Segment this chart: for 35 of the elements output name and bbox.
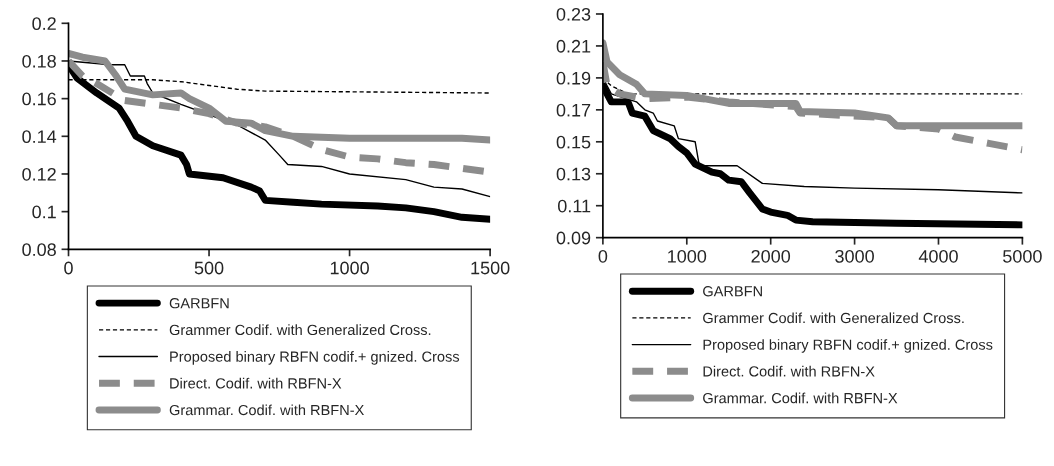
x-tick-label: 0 [598, 249, 608, 263]
x-tick-label: 500 [194, 261, 224, 275]
x-tick-label: 0 [64, 261, 73, 275]
legend-label: Grammar. Codif. with RBFN-X [169, 404, 365, 416]
x-tick-label: 2000 [751, 249, 791, 263]
y-tick-label: 0.19 [556, 71, 591, 85]
legend-label: Direct. Codif. with RBFN-X [703, 365, 875, 377]
y-tick-label: 0.15 [556, 135, 591, 149]
y-tick-label: 0.14 [22, 130, 57, 144]
y-tick-label: 0.2 [32, 17, 56, 31]
y-tick-label: 0.17 [556, 103, 591, 117]
legend-label: GARBFN [703, 286, 762, 297]
y-tick-label: 0.23 [556, 7, 591, 21]
legend-label: Proposed binary RBFN codif.+ gnized. Cross [703, 339, 993, 353]
y-tick-label: 0.21 [556, 39, 591, 53]
y-tick-label: 0.18 [22, 54, 56, 68]
legend-label: Proposed binary RBFN codif.+ gnized. Cross [170, 351, 460, 365]
legend-label: GARBFN [169, 298, 229, 309]
legend-label: Grammer Codif. with Generalized Cross. [703, 312, 964, 324]
x-tick-label: 1000 [330, 261, 369, 275]
x-tick-label: 1500 [471, 261, 510, 275]
y-tick-label: 0.13 [556, 167, 591, 181]
x-tick-label: 1000 [668, 249, 707, 263]
x-tick-label: 3000 [835, 249, 874, 263]
x-tick-label: 5000 [1003, 249, 1042, 263]
y-tick-label: 0.08 [22, 243, 56, 257]
y-tick-label: 0.11 [557, 199, 591, 213]
y-tick-label: 0.1 [32, 205, 56, 219]
legend-label: Grammer Codif. with Generalized Cross. [169, 324, 431, 336]
x-tick-label: 4000 [918, 249, 958, 263]
y-tick-label: 0.12 [22, 167, 56, 181]
y-tick-label: 0.09 [556, 231, 591, 245]
legend-label: Direct. Codif. with RBFN-X [170, 377, 342, 389]
y-tick-label: 0.16 [22, 92, 56, 106]
legend-label: Grammar. Codif. with RBFN-X [703, 392, 898, 404]
